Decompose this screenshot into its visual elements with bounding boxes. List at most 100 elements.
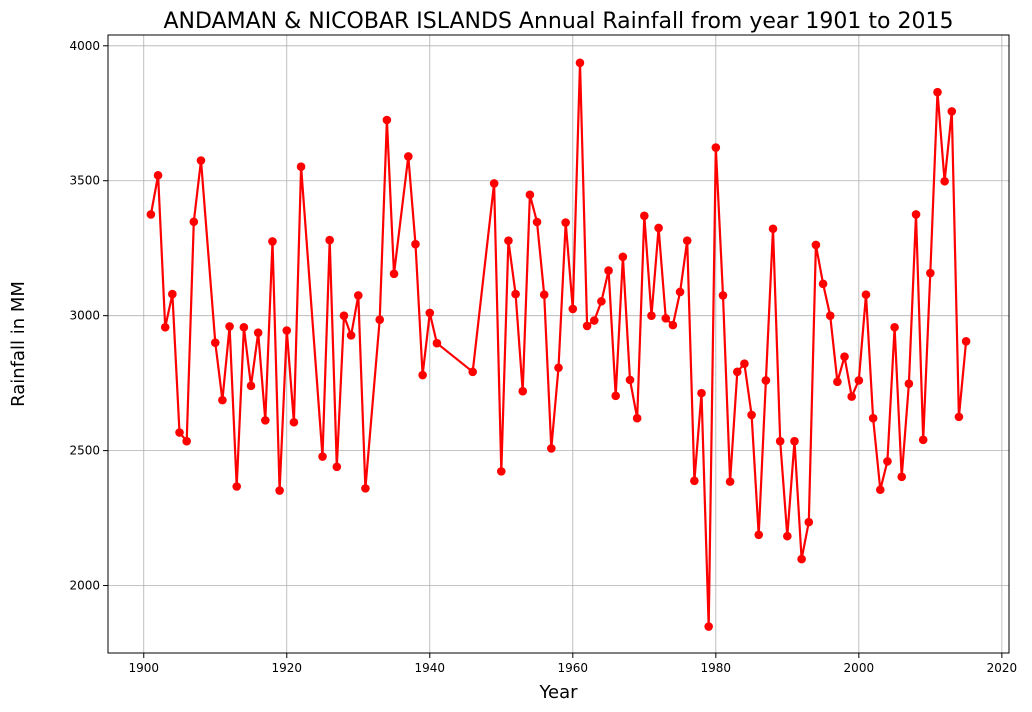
data-point: [632, 413, 642, 423]
data-point: [811, 240, 821, 250]
data-point: [353, 291, 363, 300]
x-axis: 1900 1920 1940 1960 1980 2000 2020: [128, 653, 1017, 675]
data-point: [261, 416, 270, 425]
data-point: [618, 252, 628, 262]
data-point: [775, 436, 785, 446]
data-point: [768, 224, 778, 234]
data-point: [375, 315, 385, 325]
data-point: [761, 376, 771, 385]
data-point: [504, 236, 513, 245]
data-point: [661, 314, 671, 323]
data-point: [361, 484, 370, 493]
data-point: [511, 289, 520, 299]
data-point: [747, 410, 756, 420]
data-point: [854, 376, 864, 385]
data-point: [840, 352, 849, 361]
data-point: [389, 269, 399, 279]
data-point: [718, 291, 728, 300]
data-point: [275, 486, 284, 495]
data-point: [525, 190, 535, 200]
data-point: [668, 320, 678, 330]
x-tick-label: 1980: [701, 661, 732, 675]
data-point: [704, 622, 713, 631]
data-point: [561, 218, 570, 227]
y-tick-label: 2500: [69, 444, 100, 458]
data-point: [926, 268, 935, 278]
data-point: [947, 107, 957, 116]
data-point: [675, 287, 685, 297]
data-point: [554, 363, 563, 373]
data-point: [732, 367, 742, 377]
data-point: [804, 517, 814, 527]
data-point: [432, 338, 442, 348]
data-point: [818, 279, 828, 289]
data-point: [783, 531, 792, 541]
data-point: [468, 367, 477, 377]
data-point: [890, 322, 899, 332]
chart-title: ANDAMAN & NICOBAR ISLANDS Annual Rainfal…: [164, 9, 954, 34]
data-point: [711, 143, 721, 152]
x-tick-label: 1900: [128, 661, 159, 675]
y-axis: 2000 2500 3000 3500 4000: [69, 39, 108, 593]
data-point: [196, 156, 206, 165]
data-point: [654, 223, 663, 233]
data-point: [725, 477, 735, 486]
data-point: [289, 417, 299, 427]
data-point: [875, 485, 885, 495]
data-point: [346, 331, 356, 340]
data-point: [318, 452, 327, 461]
data-point: [339, 311, 349, 320]
data-point: [411, 239, 420, 249]
y-tick-label: 2000: [69, 579, 100, 593]
data-point: [282, 326, 292, 335]
data-point: [740, 359, 749, 369]
data-point: [825, 311, 835, 320]
data-point: [382, 115, 392, 125]
rainfall-series-line: [149, 61, 968, 628]
data-point: [847, 392, 856, 401]
data-point: [496, 467, 506, 476]
data-point: [575, 58, 585, 68]
data-point: [883, 457, 892, 466]
data-point: [210, 338, 220, 347]
y-tick-label: 3500: [69, 174, 100, 188]
data-point: [168, 289, 177, 299]
data-point: [868, 413, 878, 423]
data-point: [904, 379, 914, 388]
data-point: [597, 297, 606, 306]
data-point: [518, 386, 528, 396]
data-point: [790, 436, 799, 446]
plot-area: [107, 34, 1010, 654]
y-axis-label: Rainfall in MM: [8, 281, 29, 407]
data-point: [182, 436, 191, 446]
data-point: [647, 311, 656, 320]
data-point: [682, 236, 692, 245]
data-point: [425, 308, 435, 318]
data-point: [532, 217, 542, 227]
data-point: [189, 217, 199, 227]
x-tick-label: 1940: [415, 661, 446, 675]
grid: [108, 35, 1009, 653]
data-point: [547, 444, 556, 453]
data-point: [296, 162, 306, 171]
data-point: [568, 304, 578, 314]
data-point: [239, 322, 249, 332]
data-point: [918, 435, 928, 445]
data-point: [489, 179, 499, 188]
y-tick-label: 3000: [69, 309, 100, 323]
data-point: [861, 290, 871, 299]
y-tick-label: 4000: [69, 39, 100, 53]
data-point: [253, 328, 263, 337]
data-point: [697, 388, 706, 398]
data-point: [625, 375, 635, 385]
data-point: [582, 321, 592, 331]
x-tick-label: 2020: [987, 661, 1018, 675]
data-point: [954, 412, 964, 422]
data-point: [539, 290, 549, 299]
rainfall-points: [146, 58, 971, 631]
data-point: [797, 554, 806, 564]
data-point: [690, 476, 699, 486]
data-point: [604, 266, 613, 275]
data-point: [268, 237, 277, 246]
